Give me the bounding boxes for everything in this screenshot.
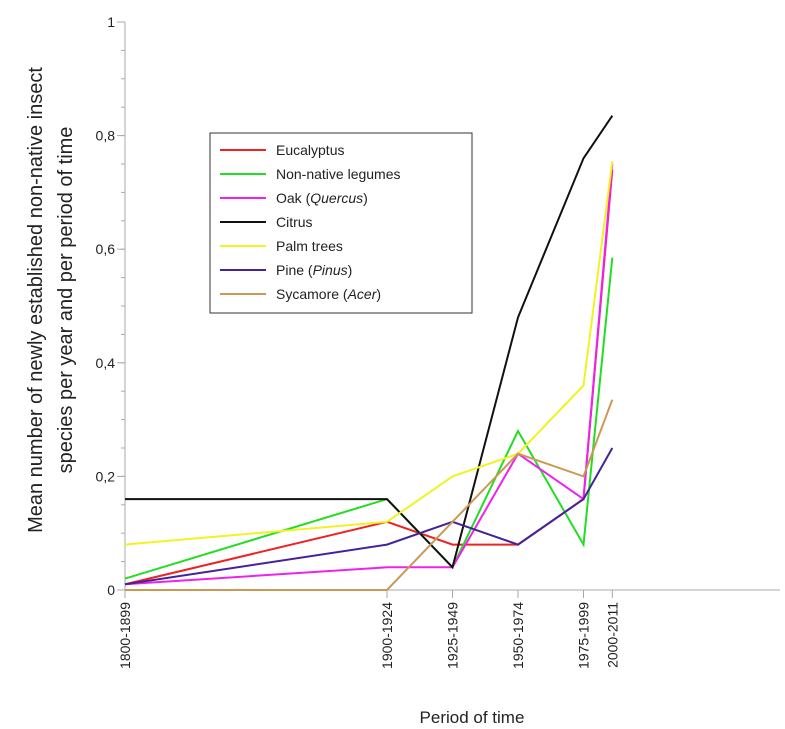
- x-tick-label: 1975-1999: [576, 602, 592, 669]
- series-line-oak-quercus: [124, 163, 614, 586]
- legend-entry: Pine (Pinus): [276, 262, 352, 278]
- axes: 0 0,2 0,4 0,6 0,8 1 1800-1899 1900-1924 1925-194…: [96, 14, 780, 669]
- series-line-sycamore-acer: [125, 399, 614, 591]
- series-line-non-native-legumes: [124, 257, 614, 580]
- x-tick-label: 1950-1974: [510, 602, 526, 669]
- legend-entry: Oak (Quercus): [276, 190, 368, 206]
- y-tick-label: 0,2: [96, 468, 116, 484]
- series-line-pine-pinus: [124, 447, 614, 586]
- legend: Eucalyptus Non-native legumes Oak (Quercus…: [209, 132, 473, 314]
- x-axis-title: Period of time: [420, 708, 525, 727]
- y-axis-title-line2: species per year and per period of time: [55, 127, 77, 474]
- y-tick-label: 0: [107, 582, 115, 598]
- series-line-citrus: [125, 115, 614, 570]
- y-tick-label: 0,8: [96, 128, 116, 144]
- legend-entry: Palm trees: [276, 238, 343, 254]
- legend-entry: Sycamore (Acer): [276, 286, 381, 302]
- y-tick-label: 1: [107, 14, 115, 30]
- series-line-palm-trees: [124, 161, 614, 546]
- x-tick-label: 2000-2011: [604, 602, 620, 668]
- y-axis-title-line1: Mean number of newly established non-nat…: [25, 67, 47, 533]
- series-lines: [124, 115, 614, 591]
- x-tick-label: 1925-1949: [445, 602, 461, 669]
- legend-entry: Citrus: [276, 214, 313, 230]
- y-tick-label: 0,4: [96, 355, 116, 371]
- y-tick-label: 0,6: [96, 241, 116, 257]
- x-tick-label: 1800-1899: [117, 602, 133, 669]
- x-tick-label: 1900-1924: [379, 602, 395, 669]
- legend-entry: Non-native legumes: [276, 166, 401, 182]
- legend-entry: Eucalyptus: [276, 142, 344, 158]
